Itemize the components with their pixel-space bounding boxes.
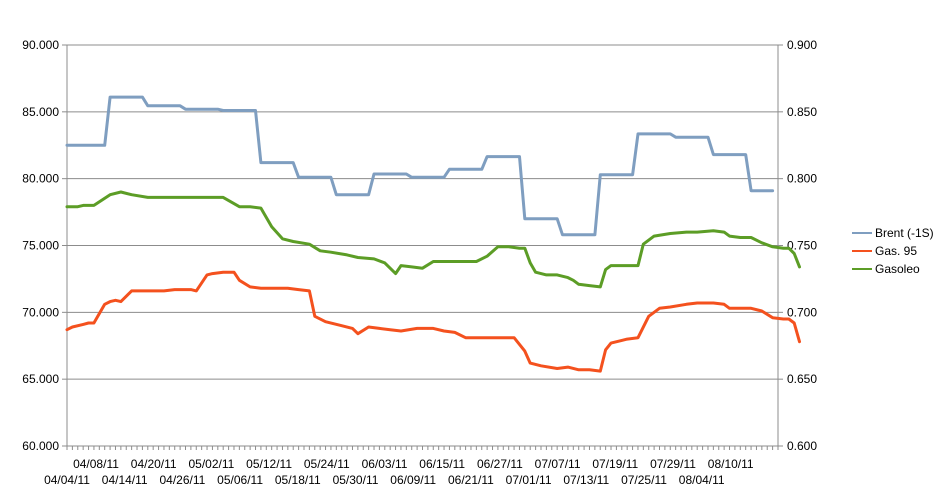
x-axis-tick-label: 05/02/11: [188, 457, 234, 471]
x-axis-tick-label: 07/01/11: [506, 473, 552, 487]
x-axis-tick-label: 05/12/11: [246, 457, 292, 471]
x-axis-tick-label: 06/03/11: [362, 457, 408, 471]
x-axis-ticks: 04/08/11 04/20/11 05/02/11 05/12/11 05/24/11…: [44, 446, 779, 487]
right-axis-tick-label: 0.850: [787, 105, 817, 119]
left-axis-tick-label: 70.000: [22, 305, 59, 319]
legend-label-gasoleo: Gasoleo: [875, 262, 920, 276]
x-axis-tick-label: 04/04/11: [44, 473, 90, 487]
x-axis-tick-label: 05/18/11: [275, 473, 321, 487]
x-axis-tick-label: 06/09/11: [390, 473, 436, 487]
legend-label-gas95: Gas. 95: [875, 244, 917, 258]
x-axis-tick-label: 07/19/11: [592, 457, 638, 471]
right-axis-tick-label: 0.900: [787, 38, 817, 52]
x-axis-tick-label: 04/26/11: [159, 473, 205, 487]
left-axis-ticks: 60.000 65.000 70.000 75.000 80.000 85.000 90.0…: [22, 38, 67, 453]
x-axis-tick-label: 07/07/11: [535, 457, 581, 471]
x-axis-tick-label: 04/08/11: [73, 457, 119, 471]
right-axis-tick-label: 0.600: [787, 439, 817, 453]
series-line-gasoleo: [65, 190, 801, 289]
left-axis-tick-label: 85.000: [22, 105, 59, 119]
x-axis-tick-label: 06/15/11: [419, 457, 465, 471]
left-axis-tick-label: 65.000: [22, 372, 59, 386]
x-axis-tick-label: 05/24/11: [304, 457, 350, 471]
x-axis-tick-label: 07/29/11: [650, 457, 696, 471]
x-axis-tick-label: 07/13/11: [563, 473, 609, 487]
x-axis-tick-label: 04/14/11: [102, 473, 148, 487]
right-axis-tick-label: 0.650: [787, 372, 817, 386]
series-line-brent: [65, 95, 775, 237]
x-axis-tick-label: 05/30/11: [333, 473, 379, 487]
right-axis-tick-label: 0.750: [787, 239, 817, 253]
x-axis-tick-label: 08/10/11: [708, 457, 754, 471]
right-axis-ticks: 0.600 0.650 0.700 0.750 0.800 0.850 0.900: [778, 38, 817, 453]
legend-label-brent: Brent (-1S): [875, 226, 934, 240]
left-axis-tick-label: 75.000: [22, 239, 59, 253]
x-axis-tick-label: 04/20/11: [131, 457, 177, 471]
left-axis-tick-label: 80.000: [22, 172, 59, 186]
x-axis-tick-label: 05/06/11: [217, 473, 263, 487]
left-axis-tick-label: 90.000: [22, 38, 59, 52]
left-axis-tick-label: 60.000: [22, 439, 59, 453]
right-axis-tick-label: 0.700: [787, 305, 817, 319]
right-axis-tick-label: 0.800: [787, 172, 817, 186]
legend: Brent (-1S) Gas. 95 Gasoleo: [852, 226, 934, 276]
series-layer: [65, 95, 801, 373]
x-axis-tick-label: 06/21/11: [448, 473, 494, 487]
x-axis-tick-label: 08/04/11: [679, 473, 725, 487]
x-axis-tick-label: 06/27/11: [477, 457, 523, 471]
x-axis-tick-label: 07/25/11: [621, 473, 667, 487]
series-line-gas95: [65, 270, 801, 373]
